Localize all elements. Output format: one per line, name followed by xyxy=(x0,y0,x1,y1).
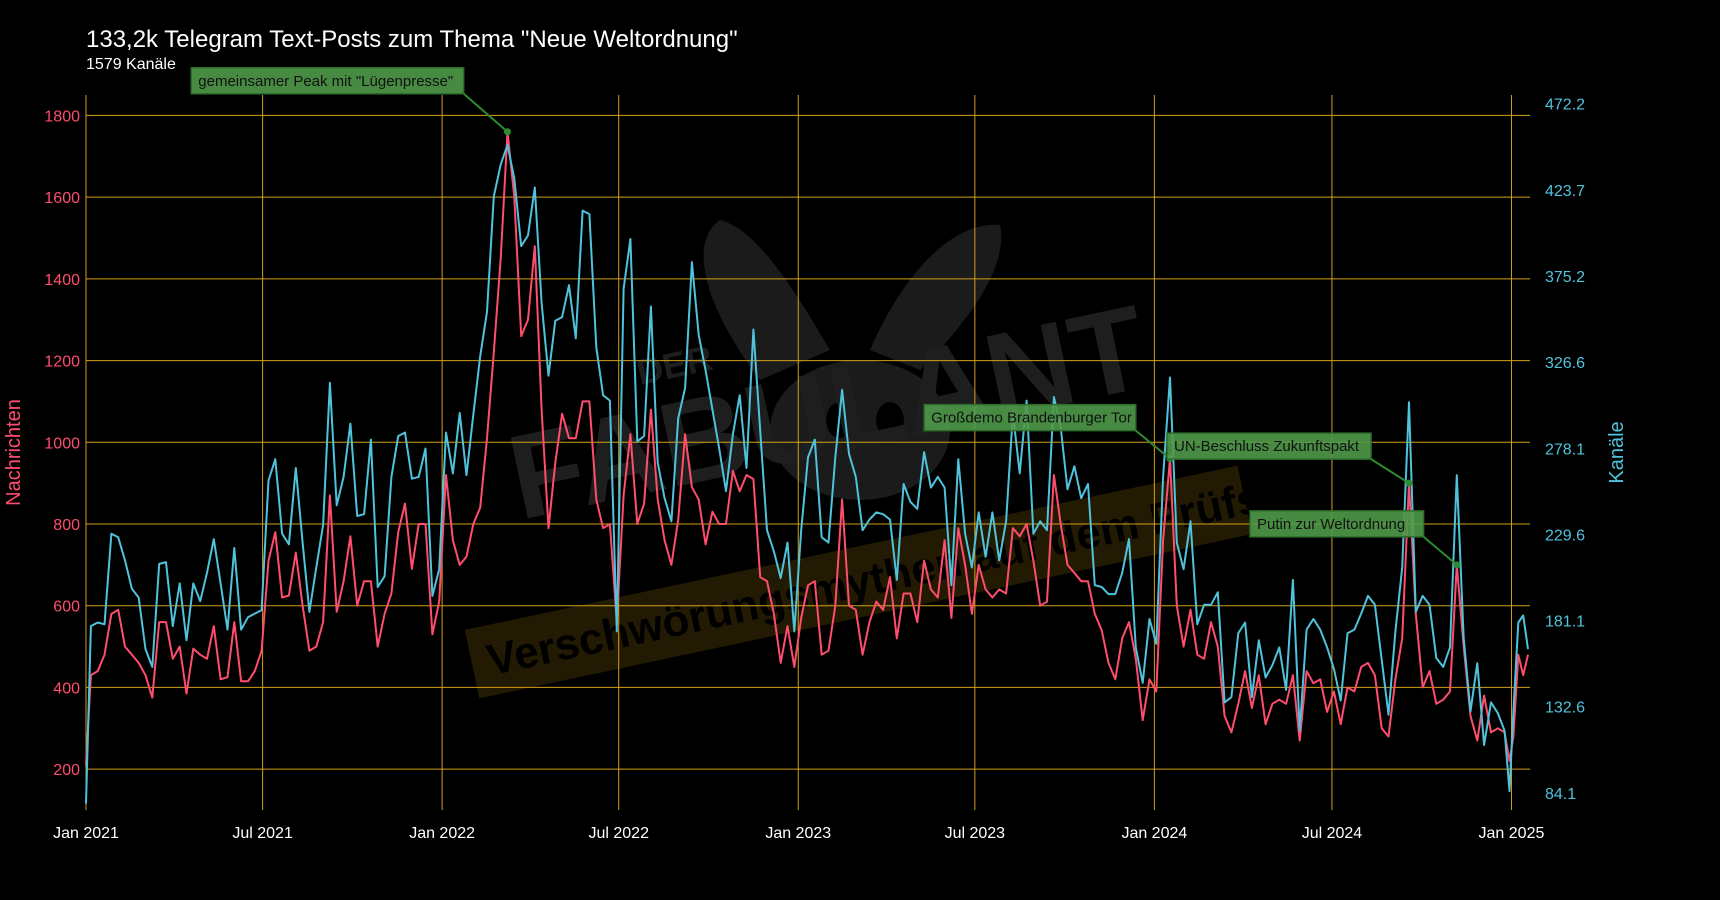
annotation-point xyxy=(1453,561,1461,569)
x-tick-label: Jan 2024 xyxy=(1121,825,1187,842)
annotation: Putin zur Weltordnung xyxy=(1249,510,1425,538)
annotation-point xyxy=(1405,479,1413,487)
y-right-tick-label: 326.6 xyxy=(1545,355,1585,372)
annotation: gemeinsamer Peak mit "Lügenpresse" xyxy=(190,67,465,95)
x-tick-label: Jul 2023 xyxy=(945,825,1006,842)
annotation-box xyxy=(1249,510,1425,538)
grid xyxy=(85,95,1530,810)
y-left-tick-label: 800 xyxy=(53,517,80,534)
annotation-arrow xyxy=(463,93,509,133)
annotation-box xyxy=(1166,432,1372,460)
annotation-label: Großdemo Brandenburger Tor xyxy=(931,410,1132,427)
x-tick-label: Jul 2021 xyxy=(232,825,293,842)
y-right-tick-label: 229.6 xyxy=(1545,527,1585,544)
y-left-tick-label: 400 xyxy=(53,680,80,697)
annotation-point xyxy=(503,128,511,136)
x-tick-label: Jan 2025 xyxy=(1479,825,1545,842)
y-right-tick-label: 375.2 xyxy=(1545,269,1585,286)
annotation-arrow xyxy=(1370,458,1410,484)
y-right-tick-label: 181.1 xyxy=(1545,614,1585,631)
y-right-tick-label: 278.1 xyxy=(1545,441,1585,458)
axes: Jan 2021 Jul 2021 Jan 2022 Jul 2022 Jan 2023… xyxy=(3,97,1628,842)
annotation-label: Putin zur Weltordnung xyxy=(1257,516,1405,533)
annotation-arrow xyxy=(1135,429,1171,460)
y-right-axis-title: Kanäle xyxy=(1606,421,1628,483)
x-tick-label: Jan 2021 xyxy=(53,825,119,842)
y-left-tick-label: 1400 xyxy=(44,272,80,289)
y-left-tick-label: 1800 xyxy=(44,108,80,125)
annotation-label: gemeinsamer Peak mit "Lügenpresse" xyxy=(198,73,453,90)
x-tick-label: Jul 2022 xyxy=(588,825,649,842)
y-left-tick-label: 1000 xyxy=(44,435,80,452)
y-left-tick-label: 1600 xyxy=(44,190,80,207)
y-right-tick-label: 472.2 xyxy=(1545,97,1585,114)
annotations: gemeinsamer Peak mit "Lügenpresse" Großde… xyxy=(190,67,1461,569)
chart-title: 133,2k Telegram Text-Posts zum Thema "Ne… xyxy=(86,26,738,53)
series-line-messages xyxy=(85,130,1529,766)
y-left-tick-label: 600 xyxy=(53,599,80,616)
y-right-tick-label: 423.7 xyxy=(1545,183,1585,200)
annotation-label: UN-Beschluss Zukunftspakt xyxy=(1174,438,1360,455)
x-tick-label: Jan 2022 xyxy=(409,825,475,842)
annotation-box xyxy=(923,403,1137,432)
series-line-channels xyxy=(85,143,1529,804)
y-right-tick-label: 84.1 xyxy=(1545,786,1576,803)
annotation-box xyxy=(190,67,465,95)
x-tick-label: Jan 2023 xyxy=(765,825,831,842)
y-left-tick-label: 1200 xyxy=(44,354,80,371)
annotation: UN-Beschluss Zukunftspakt xyxy=(1166,432,1372,460)
annotation-arrow xyxy=(1422,536,1458,566)
y-left-tick-label: 200 xyxy=(53,762,80,779)
chart-subtitle: 1579 Kanäle xyxy=(86,56,176,73)
annotation: Großdemo Brandenburger Tor xyxy=(923,403,1137,432)
series-group xyxy=(85,130,1529,804)
y-right-tick-label: 132.6 xyxy=(1545,700,1585,717)
x-tick-label: Jul 2024 xyxy=(1302,825,1363,842)
y-left-axis-title: Nachrichten xyxy=(3,399,25,506)
